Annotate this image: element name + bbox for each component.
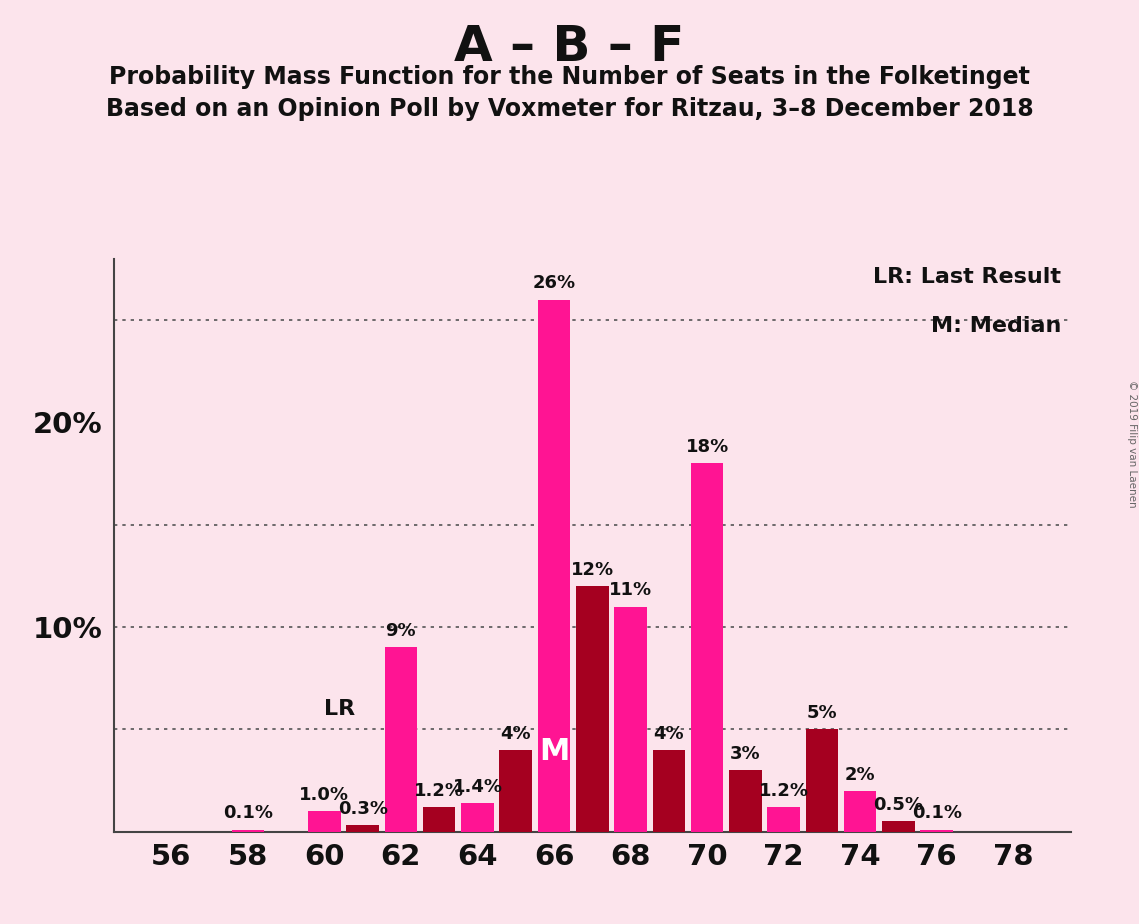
Text: 1.0%: 1.0% bbox=[300, 786, 350, 804]
Text: 3%: 3% bbox=[730, 745, 761, 763]
Text: 5%: 5% bbox=[806, 704, 837, 723]
Text: 0.1%: 0.1% bbox=[911, 805, 961, 822]
Text: 12%: 12% bbox=[571, 561, 614, 579]
Text: 11%: 11% bbox=[609, 581, 653, 600]
Bar bbox=[768, 807, 800, 832]
Bar bbox=[346, 825, 379, 832]
Text: A – B – F: A – B – F bbox=[454, 23, 685, 71]
Text: 18%: 18% bbox=[686, 438, 729, 456]
Text: M: M bbox=[539, 737, 570, 766]
Text: 0.3%: 0.3% bbox=[337, 800, 387, 819]
Text: 4%: 4% bbox=[500, 724, 531, 743]
Text: 1.2%: 1.2% bbox=[415, 782, 465, 800]
Text: Probability Mass Function for the Number of Seats in the Folketinget: Probability Mass Function for the Number… bbox=[109, 65, 1030, 89]
Bar bbox=[883, 821, 915, 832]
Bar bbox=[461, 803, 493, 832]
Text: 0.1%: 0.1% bbox=[223, 805, 273, 822]
Text: Based on an Opinion Poll by Voxmeter for Ritzau, 3–8 December 2018: Based on an Opinion Poll by Voxmeter for… bbox=[106, 97, 1033, 121]
Text: 0.5%: 0.5% bbox=[874, 796, 924, 814]
Bar bbox=[423, 807, 456, 832]
Bar bbox=[538, 299, 571, 832]
Text: 2%: 2% bbox=[845, 765, 876, 784]
Text: LR: Last Result: LR: Last Result bbox=[874, 267, 1062, 287]
Text: LR: LR bbox=[323, 699, 355, 719]
Text: 26%: 26% bbox=[532, 274, 575, 293]
Bar bbox=[920, 830, 953, 832]
Text: © 2019 Filip van Laenen: © 2019 Filip van Laenen bbox=[1126, 380, 1137, 507]
Bar bbox=[614, 606, 647, 832]
Bar bbox=[729, 771, 762, 832]
Text: 4%: 4% bbox=[654, 724, 685, 743]
Text: 1.2%: 1.2% bbox=[759, 782, 809, 800]
Bar bbox=[309, 811, 341, 832]
Text: M: Median: M: Median bbox=[931, 316, 1062, 336]
Bar bbox=[844, 791, 876, 832]
Bar bbox=[385, 648, 417, 832]
Text: 9%: 9% bbox=[386, 622, 416, 640]
Bar bbox=[691, 463, 723, 832]
Bar bbox=[500, 749, 532, 832]
Bar bbox=[805, 729, 838, 832]
Bar bbox=[576, 586, 608, 832]
Bar bbox=[231, 830, 264, 832]
Bar bbox=[653, 749, 685, 832]
Text: 1.4%: 1.4% bbox=[452, 778, 502, 796]
